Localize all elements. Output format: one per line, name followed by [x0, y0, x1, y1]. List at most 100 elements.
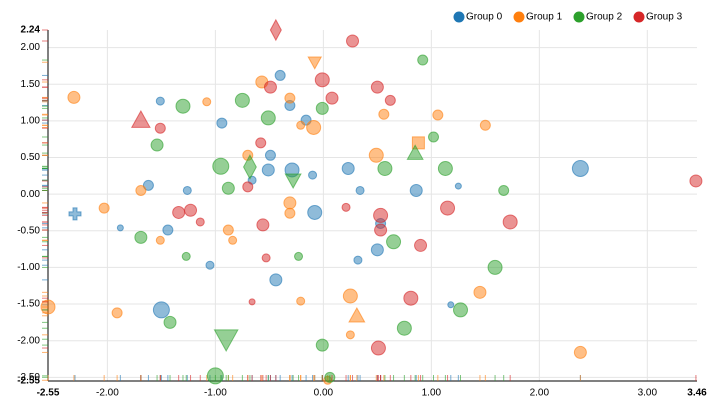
point — [222, 224, 234, 236]
legend-swatch — [573, 11, 585, 23]
point — [228, 235, 238, 245]
point — [261, 253, 271, 263]
point — [374, 223, 388, 237]
point — [348, 306, 366, 323]
point — [135, 184, 147, 196]
point — [154, 122, 166, 134]
point — [195, 217, 205, 227]
point — [184, 203, 198, 217]
point — [428, 131, 440, 143]
point — [261, 163, 275, 177]
point — [345, 330, 355, 340]
point — [216, 117, 228, 129]
legend-label: Group 1 — [526, 12, 563, 23]
x-tick-label: -1.00 — [204, 388, 227, 399]
point — [242, 154, 257, 180]
point — [264, 149, 276, 161]
point — [274, 69, 286, 81]
point — [296, 120, 306, 130]
point — [378, 108, 390, 120]
point — [453, 302, 469, 318]
y-tick-label: -1.00 — [17, 262, 40, 273]
y-tick-label: 2.24 — [21, 25, 41, 36]
point — [260, 110, 276, 126]
point — [248, 298, 256, 306]
point — [213, 329, 239, 352]
point — [255, 137, 267, 149]
point — [116, 224, 124, 232]
y-tick-label: 1.00 — [21, 116, 41, 127]
point — [373, 207, 389, 223]
x-tick-label: 1.00 — [422, 388, 442, 399]
point — [221, 181, 235, 195]
x-tick-label: 0.00 — [314, 388, 334, 399]
point — [155, 235, 165, 245]
point — [234, 92, 250, 108]
point — [314, 72, 330, 88]
point — [163, 315, 177, 329]
point — [432, 109, 444, 121]
point — [306, 119, 322, 135]
point — [155, 96, 165, 106]
point — [307, 56, 323, 70]
point — [571, 159, 589, 177]
point — [396, 320, 412, 336]
point — [573, 345, 587, 359]
x-tick-label: -2.55 — [37, 388, 60, 399]
point — [294, 251, 304, 261]
point — [384, 94, 396, 106]
point — [181, 251, 191, 261]
point — [284, 207, 296, 219]
point — [263, 80, 277, 94]
point — [152, 301, 170, 319]
legend-item: Group 0 — [453, 11, 503, 23]
legend-swatch — [633, 11, 645, 23]
x-tick-label: 3.00 — [638, 388, 658, 399]
point — [454, 182, 462, 190]
point — [284, 173, 302, 190]
point — [315, 101, 329, 115]
point — [370, 243, 384, 257]
point — [308, 170, 318, 180]
point — [325, 91, 339, 105]
legend-swatch — [513, 11, 525, 23]
point — [284, 92, 296, 104]
point — [353, 255, 363, 265]
point — [98, 202, 110, 214]
point — [473, 285, 487, 299]
point — [406, 144, 424, 160]
legend-label: Group 2 — [586, 12, 623, 23]
point — [440, 200, 456, 216]
point — [502, 214, 518, 230]
point — [386, 234, 402, 250]
point — [283, 196, 297, 210]
point — [370, 340, 386, 356]
point — [447, 301, 455, 309]
legend-label: Group 0 — [466, 12, 503, 23]
point — [403, 290, 419, 306]
point — [269, 273, 283, 287]
y-tick-label: -2.50 — [17, 372, 40, 383]
point — [172, 205, 186, 219]
point — [242, 181, 254, 193]
point — [162, 224, 174, 236]
point — [498, 184, 510, 196]
legend-item: Group 1 — [513, 11, 563, 23]
legend-item: Group 2 — [573, 11, 623, 23]
point — [68, 207, 82, 221]
point — [130, 110, 151, 128]
point — [409, 183, 423, 197]
point — [142, 179, 154, 191]
y-tick-label: -2.00 — [17, 335, 40, 346]
point — [341, 202, 351, 212]
point — [370, 80, 384, 94]
legend-label: Group 3 — [646, 12, 683, 23]
point — [341, 161, 355, 175]
point — [205, 260, 215, 270]
y-tick-label: 0.50 — [21, 152, 41, 163]
legend-swatch — [453, 11, 465, 23]
x-tick-label: 2.00 — [530, 388, 550, 399]
point — [377, 160, 393, 176]
y-tick-label: 2.00 — [21, 42, 41, 53]
